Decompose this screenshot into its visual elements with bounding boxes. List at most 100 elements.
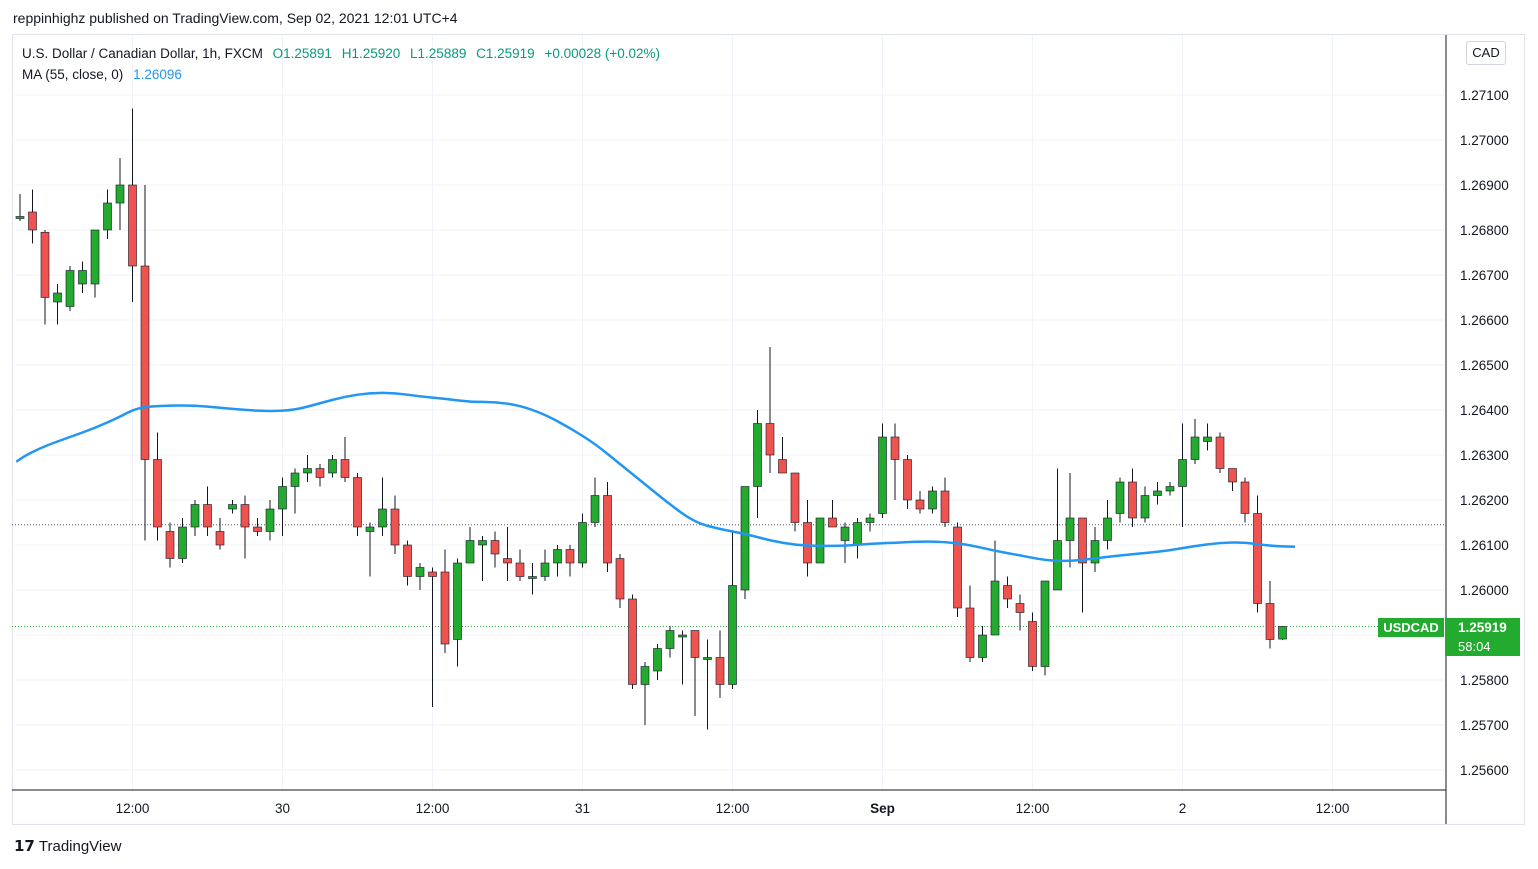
candle-body: [828, 517, 837, 528]
candle-body: [640, 666, 650, 685]
candle-body: [578, 522, 587, 564]
candle: [253, 518, 262, 536]
candle-body: [1178, 459, 1187, 487]
candle-body: [278, 486, 287, 510]
candle-body: [365, 526, 375, 532]
candle-body: [53, 292, 62, 303]
candle-body: [1240, 481, 1250, 514]
candle: [1153, 482, 1162, 505]
candle: [840, 522, 850, 563]
candle-body: [1153, 490, 1162, 496]
candle-body: [65, 270, 75, 307]
candle: [415, 563, 425, 590]
candle: [390, 495, 400, 554]
legend-close: C1.25919: [476, 46, 535, 61]
candle: [1240, 477, 1250, 523]
candle-body: [28, 211, 37, 231]
candle-body: [1228, 468, 1237, 483]
candle: [1253, 495, 1262, 613]
candle-body: [915, 499, 925, 510]
candle: [528, 563, 537, 595]
candle-body: [803, 522, 812, 564]
y-tick-label: 1.26300: [1460, 448, 1509, 463]
candle: [490, 531, 500, 568]
candle: [1078, 517, 1087, 613]
legend-ma-label: MA (55, close, 0): [22, 67, 124, 82]
candle: [128, 108, 137, 302]
candle-body: [428, 571, 437, 577]
candle: [1103, 500, 1112, 550]
candle-body: [878, 436, 887, 514]
candle-body: [178, 526, 187, 559]
candle: [140, 185, 150, 541]
price-tag-symbol: USDCAD: [1378, 618, 1444, 637]
candle: [478, 536, 487, 581]
candle-body: [940, 490, 950, 523]
candle-body: [678, 634, 687, 638]
candle-body: [40, 231, 50, 298]
legend-ma-value: 1.26096: [133, 67, 182, 82]
candle-body: [1015, 603, 1025, 613]
candle-body: [978, 634, 987, 658]
candle-body: [1140, 495, 1150, 519]
candle-body: [1165, 486, 1175, 492]
y-tick-label: 1.26400: [1460, 403, 1509, 418]
candle-body: [515, 562, 525, 577]
candle: [853, 518, 862, 559]
candle: [265, 500, 275, 541]
candle: [953, 522, 962, 617]
x-tick-label: 12:00: [716, 801, 750, 816]
candle-body: [1190, 436, 1200, 460]
candle-body: [1278, 626, 1287, 640]
candle: [1165, 482, 1175, 496]
candle: [290, 468, 300, 514]
y-tick-label: 1.25700: [1460, 718, 1509, 733]
candle-body: [90, 229, 100, 285]
candle: [215, 518, 225, 550]
candle-body: [703, 657, 712, 660]
candle: [165, 522, 175, 568]
candle: [315, 464, 325, 487]
x-tick-label: 31: [575, 801, 590, 816]
candle-body: [753, 423, 762, 487]
candle: [103, 189, 112, 239]
candle-body: [78, 270, 87, 285]
candle: [428, 567, 437, 707]
candle: [378, 477, 387, 536]
candle-body: [303, 468, 312, 474]
published-by-header: reppinhighz published on TradingView.com…: [13, 10, 458, 26]
candle-body: [540, 562, 550, 577]
candle: [603, 482, 612, 572]
tradingview-logo[interactable]: 17 TradingView: [14, 837, 121, 855]
candle: [40, 230, 50, 325]
candle: [278, 477, 287, 536]
candle-body: [15, 216, 25, 219]
candle: [1090, 527, 1100, 572]
candle: [90, 229, 100, 298]
candle-body: [165, 531, 175, 559]
candle: [990, 540, 1000, 636]
candle-body: [1115, 481, 1125, 514]
candle: [178, 518, 187, 563]
y-tick-label: 1.27000: [1460, 133, 1509, 148]
tradingview-brand-text: TradingView: [38, 838, 122, 855]
candle: [453, 558, 462, 667]
legend-change: +0.00028 (+0.02%): [544, 46, 661, 61]
chart-axes: [12, 35, 1447, 824]
y-tick-label: 1.26000: [1460, 583, 1509, 598]
candle-body: [990, 580, 1000, 636]
candle: [728, 531, 737, 689]
legend-title: U.S. Dollar / Canadian Dollar, 1h, FXCM: [22, 46, 263, 61]
x-tick-label: 12:00: [116, 801, 150, 816]
candle: [328, 455, 337, 478]
candle-body: [315, 468, 325, 478]
legend-high: H1.25920: [341, 46, 401, 61]
candle: [815, 517, 825, 564]
currency-badge[interactable]: CAD: [1466, 41, 1506, 65]
candle-body: [1003, 585, 1012, 600]
candle: [715, 630, 725, 698]
candle-body: [253, 526, 262, 532]
candle-body: [790, 472, 800, 523]
chart-frame: [12, 34, 1525, 825]
